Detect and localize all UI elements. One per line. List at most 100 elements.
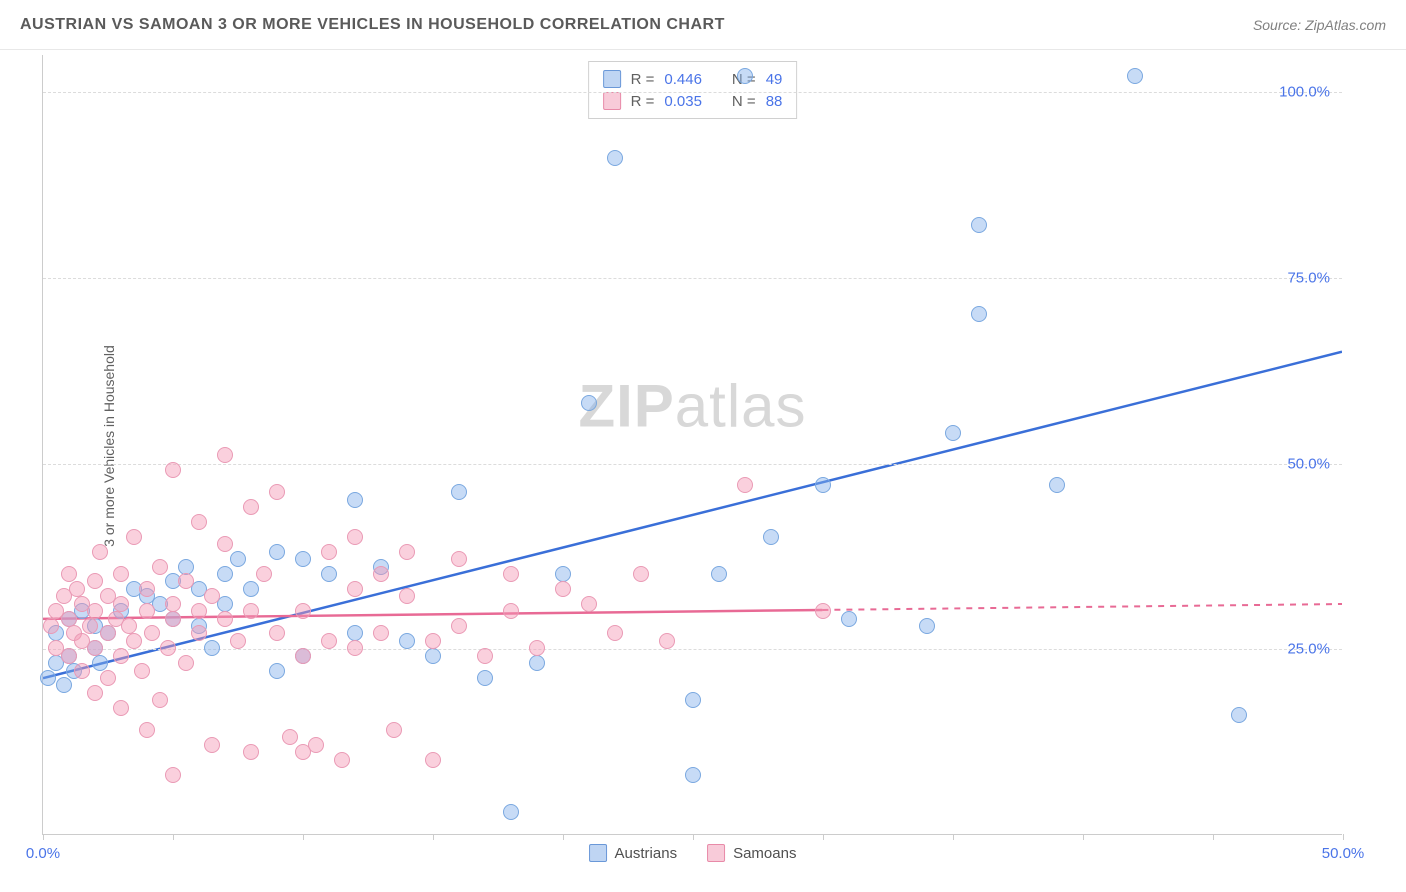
data-point bbox=[144, 625, 160, 641]
data-point bbox=[87, 603, 103, 619]
data-point bbox=[971, 217, 987, 233]
data-point bbox=[425, 648, 441, 664]
r-label: R = bbox=[631, 71, 655, 88]
scatter-chart: ZIPatlas R =0.446N =49R =0.035N =88 Aust… bbox=[42, 55, 1342, 835]
x-tick bbox=[303, 834, 304, 840]
data-point bbox=[269, 625, 285, 641]
data-point bbox=[204, 640, 220, 656]
n-value: 49 bbox=[766, 71, 783, 88]
legend-item: Austrians bbox=[589, 844, 678, 862]
data-point bbox=[1127, 68, 1143, 84]
data-point bbox=[217, 447, 233, 463]
data-point bbox=[134, 663, 150, 679]
data-point bbox=[425, 633, 441, 649]
data-point bbox=[503, 804, 519, 820]
data-point bbox=[815, 603, 831, 619]
legend-swatch bbox=[603, 70, 621, 88]
data-point bbox=[477, 670, 493, 686]
data-point bbox=[165, 611, 181, 627]
data-point bbox=[165, 767, 181, 783]
data-point bbox=[160, 640, 176, 656]
data-point bbox=[581, 596, 597, 612]
data-point bbox=[61, 611, 77, 627]
data-point bbox=[581, 395, 597, 411]
x-tick bbox=[693, 834, 694, 840]
data-point bbox=[945, 425, 961, 441]
chart-source: Source: ZipAtlas.com bbox=[1253, 17, 1386, 33]
data-point bbox=[69, 581, 85, 597]
data-point bbox=[61, 566, 77, 582]
r-label: R = bbox=[631, 93, 655, 110]
data-point bbox=[451, 484, 467, 500]
data-point bbox=[256, 566, 272, 582]
data-point bbox=[82, 618, 98, 634]
legend-swatch bbox=[603, 92, 621, 110]
watermark: ZIPatlas bbox=[578, 371, 806, 440]
data-point bbox=[87, 573, 103, 589]
data-point bbox=[113, 596, 129, 612]
x-tick bbox=[1213, 834, 1214, 840]
stats-row: R =0.035N =88 bbox=[603, 90, 783, 112]
trend-lines bbox=[43, 55, 1342, 834]
legend-bottom: Austrians Samoans bbox=[589, 844, 797, 862]
data-point bbox=[191, 514, 207, 530]
data-point bbox=[1231, 707, 1247, 723]
data-point bbox=[230, 551, 246, 567]
data-point bbox=[334, 752, 350, 768]
y-tick-label: 100.0% bbox=[1279, 84, 1330, 101]
data-point bbox=[100, 670, 116, 686]
data-point bbox=[113, 648, 129, 664]
legend-label: Austrians bbox=[615, 845, 678, 862]
x-tick bbox=[43, 834, 44, 840]
data-point bbox=[919, 618, 935, 634]
x-tick-label: 0.0% bbox=[26, 845, 60, 862]
data-point bbox=[100, 625, 116, 641]
data-point bbox=[295, 603, 311, 619]
data-point bbox=[139, 722, 155, 738]
data-point bbox=[61, 648, 77, 664]
data-point bbox=[204, 588, 220, 604]
x-tick-label: 50.0% bbox=[1322, 845, 1365, 862]
data-point bbox=[763, 529, 779, 545]
y-tick-label: 25.0% bbox=[1287, 641, 1330, 658]
data-point bbox=[243, 581, 259, 597]
data-point bbox=[139, 581, 155, 597]
x-tick bbox=[563, 834, 564, 840]
data-point bbox=[711, 566, 727, 582]
data-point bbox=[503, 603, 519, 619]
x-tick bbox=[173, 834, 174, 840]
data-point bbox=[347, 492, 363, 508]
data-point bbox=[425, 752, 441, 768]
data-point bbox=[347, 625, 363, 641]
data-point bbox=[191, 625, 207, 641]
data-point bbox=[607, 625, 623, 641]
data-point bbox=[217, 536, 233, 552]
n-label: N = bbox=[732, 93, 756, 110]
gridline bbox=[43, 278, 1342, 279]
data-point bbox=[347, 640, 363, 656]
chart-title: AUSTRIAN VS SAMOAN 3 OR MORE VEHICLES IN… bbox=[20, 16, 725, 34]
data-point bbox=[126, 529, 142, 545]
data-point bbox=[191, 603, 207, 619]
data-point bbox=[126, 633, 142, 649]
data-point bbox=[373, 566, 389, 582]
data-point bbox=[399, 588, 415, 604]
data-point bbox=[56, 677, 72, 693]
data-point bbox=[243, 744, 259, 760]
data-point bbox=[971, 306, 987, 322]
legend-label: Samoans bbox=[733, 845, 796, 862]
data-point bbox=[92, 655, 108, 671]
x-tick bbox=[823, 834, 824, 840]
data-point bbox=[269, 484, 285, 500]
data-point bbox=[43, 618, 59, 634]
stats-row: R =0.446N =49 bbox=[603, 68, 783, 90]
data-point bbox=[555, 581, 571, 597]
data-point bbox=[815, 477, 831, 493]
legend-swatch bbox=[589, 844, 607, 862]
x-tick bbox=[1083, 834, 1084, 840]
data-point bbox=[659, 633, 675, 649]
data-point bbox=[295, 648, 311, 664]
data-point bbox=[269, 663, 285, 679]
data-point bbox=[165, 462, 181, 478]
data-point bbox=[347, 529, 363, 545]
